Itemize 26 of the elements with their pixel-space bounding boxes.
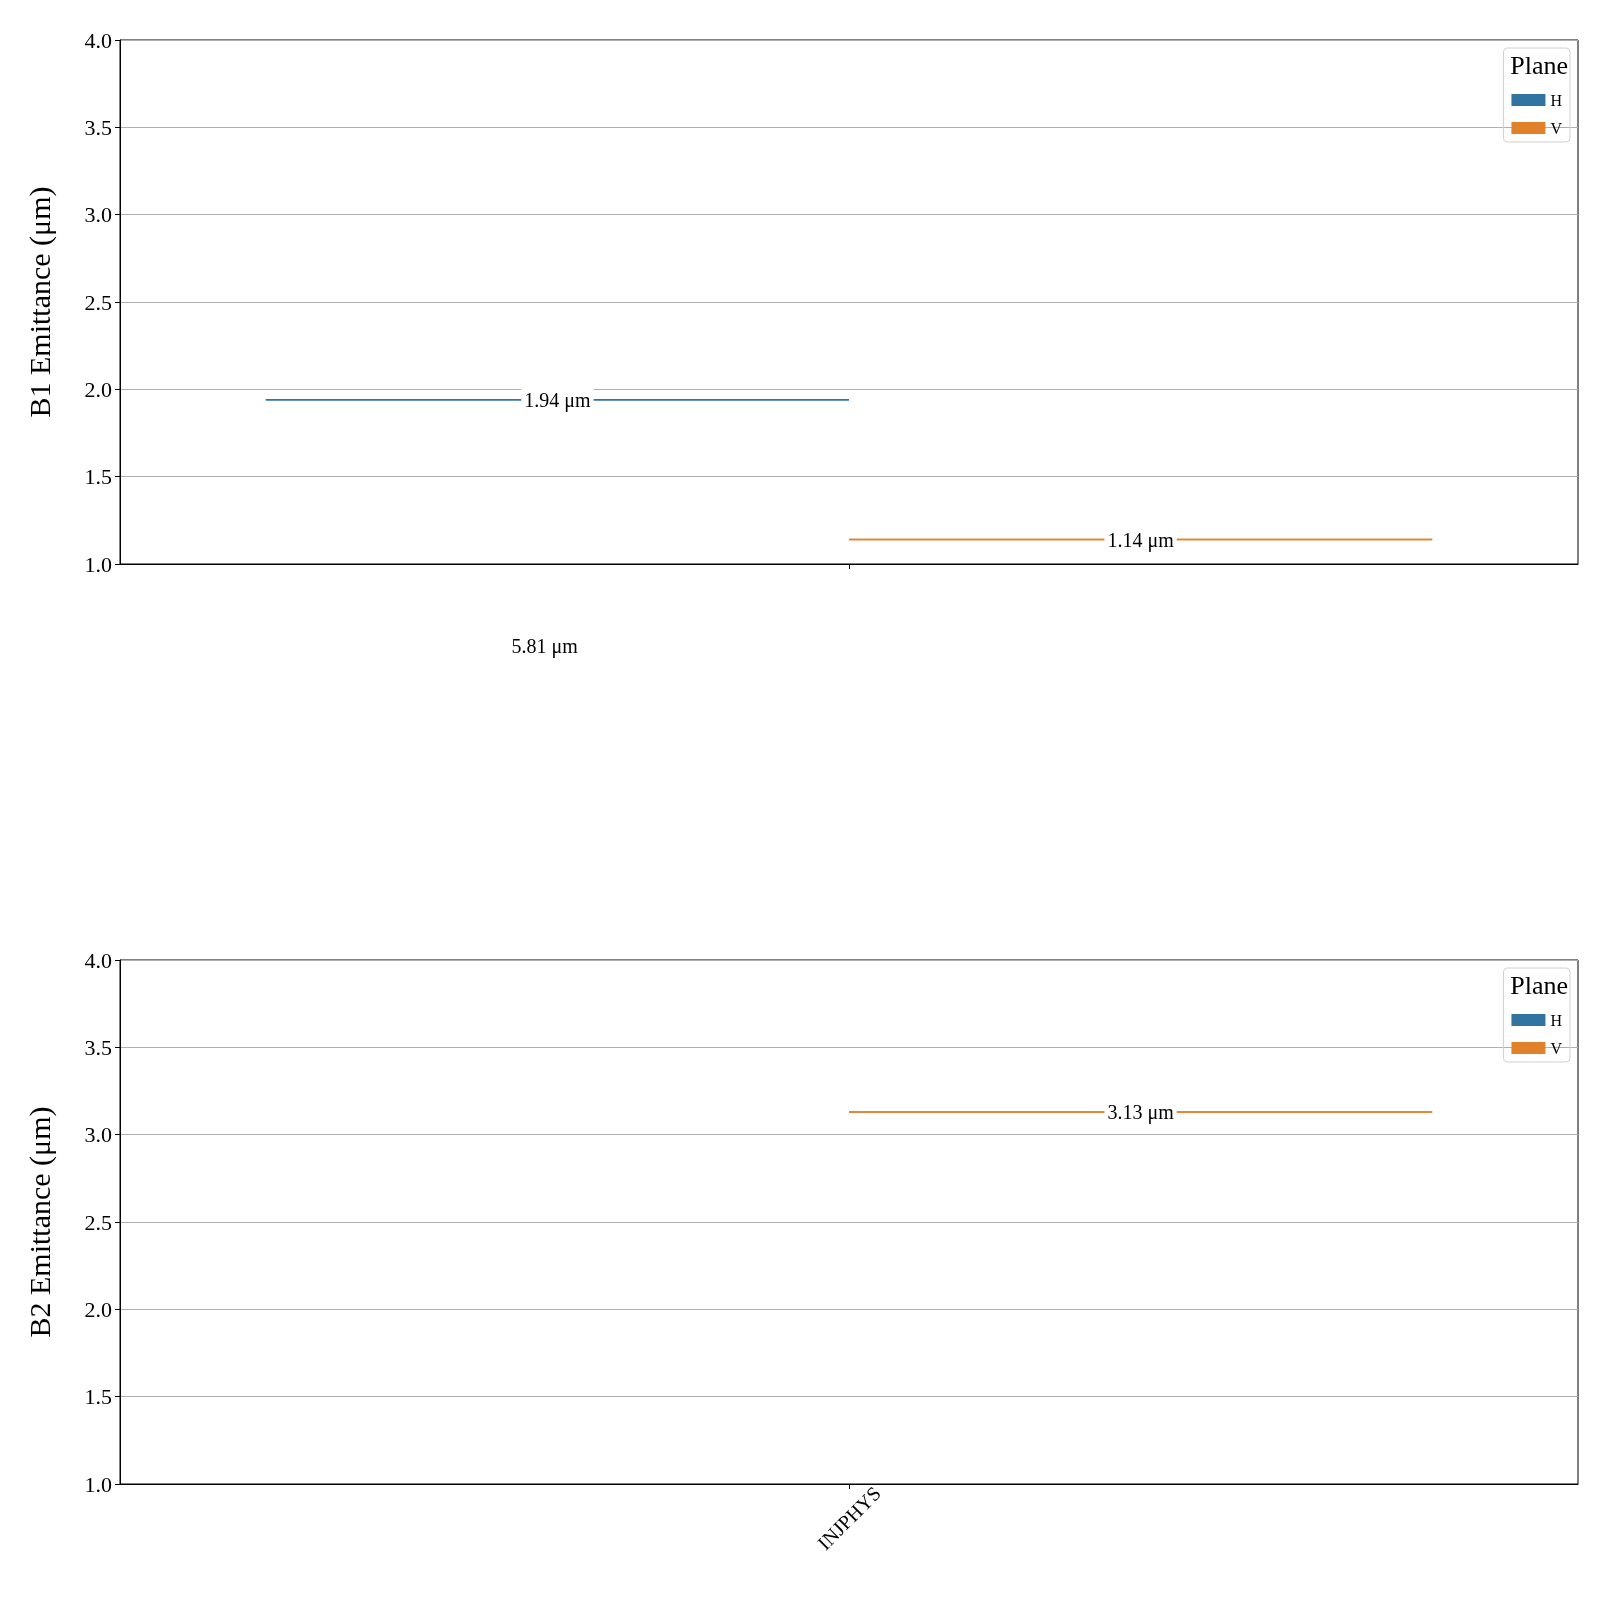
y-tick-label: 3.5 [84,1034,112,1060]
y-tick-label: 1.5 [84,1384,112,1410]
y-tick-label: 2.5 [84,1209,112,1235]
y-tick-label: 2.0 [84,1296,112,1322]
y-tick-label: 1.5 [84,464,112,490]
y-axis-title: B2 Emittance (μm) [22,1106,57,1338]
text: 5.81 μm [511,635,579,658]
legend-title: Plane [1510,970,1568,1000]
legend-label: V [1550,119,1563,137]
y-tick-label: 3.0 [84,202,112,228]
y-axis-title: B1 Emittance (μm) [22,186,57,418]
y-tick-label: 3.0 [84,1122,112,1148]
text: 1.94 μm [524,388,591,411]
legend-label: H [1550,1011,1563,1029]
y-tick-label: 4.0 [84,27,112,53]
legend-label: H [1550,91,1563,109]
text: 1.14 μm [1107,528,1174,551]
legend-title: Plane [1510,50,1568,80]
y-tick-label: 1.0 [84,1471,112,1497]
y-tick-label: 4.0 [84,947,112,973]
y-tick-label: 2.5 [84,289,112,315]
y-tick-label: 3.5 [84,114,112,140]
y-tick-label: 2.0 [84,376,112,402]
text: 3.13 μm [1107,1100,1174,1123]
y-tick-label: 1.0 [84,551,112,577]
legend-label: V [1550,1039,1563,1057]
